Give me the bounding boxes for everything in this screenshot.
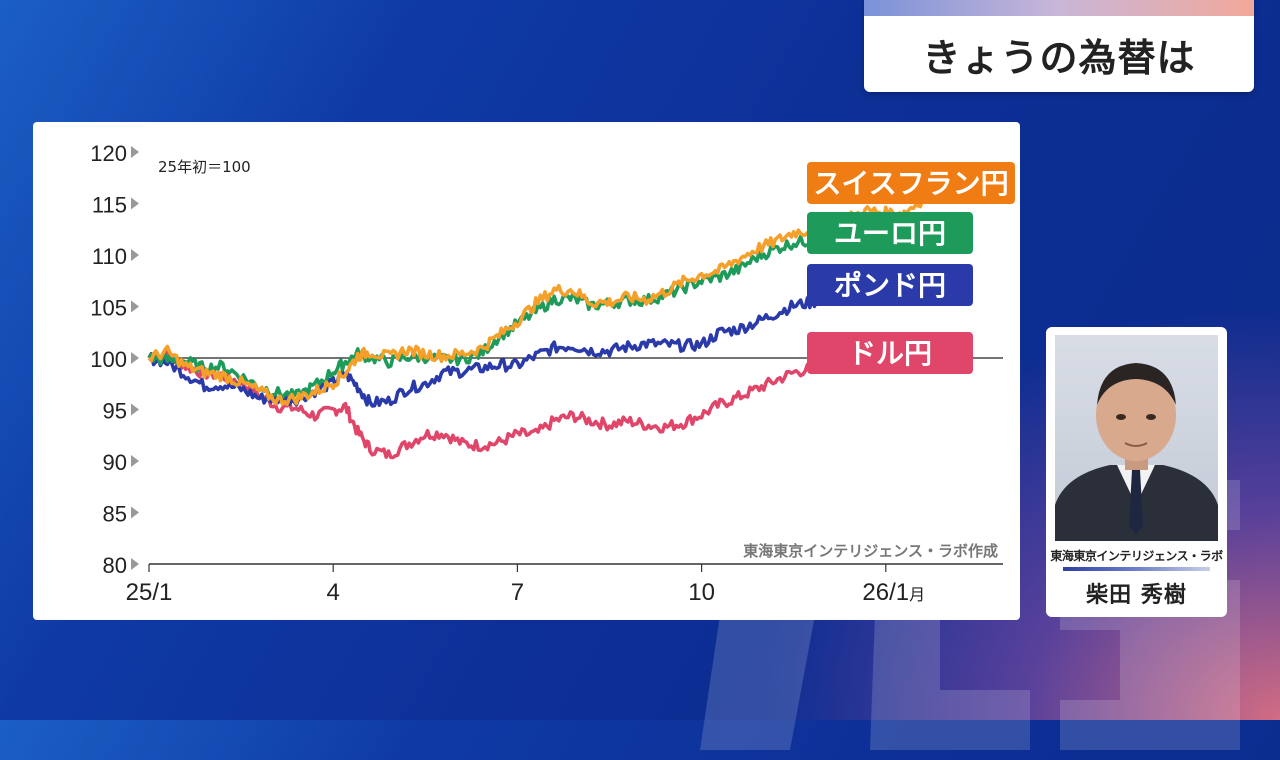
- y-tick-marker-110: [131, 249, 139, 261]
- y-tick-label-115: 115: [92, 193, 127, 218]
- title-accent-bar: [864, 0, 1254, 16]
- x-tick-label-4: 26/1月: [862, 579, 925, 606]
- person-silhouette-icon: [1055, 363, 1218, 541]
- y-tick-marker-80: [131, 558, 139, 570]
- chart-panel: 120 115 110 105 100 95 90 85 80 25/1 4 7 10 26/1月 25年初…: [33, 122, 1020, 620]
- x-tick-label-1: 4: [327, 579, 340, 606]
- y-tick-marker-120: [131, 146, 139, 158]
- presenter-organization: 東海東京インテリジェンス・ラボ: [1050, 549, 1223, 563]
- y-tick-label-80: 80: [103, 553, 127, 578]
- y-tick-label-100: 100: [90, 347, 127, 372]
- series-label-2: ポンド円: [834, 269, 946, 302]
- series-line-3: [148, 343, 924, 460]
- series-label-box-0: [807, 162, 1015, 204]
- y-tick-marker-100: [131, 352, 139, 364]
- y-tick-label-90: 90: [103, 450, 127, 475]
- x-tick-label-2: 7: [511, 579, 524, 606]
- y-tick-label-95: 95: [103, 399, 127, 424]
- series-label-box-3: [807, 332, 973, 374]
- series-label-1: ユーロ円: [834, 217, 946, 250]
- series-line-2: [147, 268, 925, 408]
- y-tick-marker-115: [131, 197, 139, 210]
- presenter-photo: [1055, 335, 1218, 541]
- y-tick-label-105: 105: [90, 296, 127, 321]
- y-tick-marker-95: [131, 403, 139, 416]
- presenter-card: 東海東京インテリジェンス・ラボ 柴田 秀樹: [1046, 327, 1227, 617]
- series-label-box-1: [807, 212, 973, 254]
- y-tick-marker-90: [131, 455, 139, 467]
- series-label-box-2: [807, 264, 973, 306]
- series-line-0: [147, 198, 925, 406]
- presenter-divider: [1063, 567, 1210, 571]
- page-title: きょうの為替は: [922, 35, 1196, 80]
- x-tick-label-3: 10: [688, 579, 715, 606]
- x-tick-label-0: 25/1: [126, 579, 173, 606]
- presenter-name: 柴田 秀樹: [1086, 583, 1187, 608]
- y-tick-marker-105: [131, 300, 139, 313]
- y-tick-label-85: 85: [103, 502, 127, 527]
- chart-source: 東海東京インテリジェンス・ラボ作成: [743, 542, 998, 560]
- series-label-3: ドル円: [848, 337, 932, 370]
- chart-note: 25年初＝100: [158, 158, 251, 176]
- y-tick-marker-85: [131, 506, 139, 519]
- y-tick-label-110: 110: [92, 244, 127, 269]
- y-tick-label-120: 120: [90, 141, 127, 166]
- title-box: きょうの為替は: [864, 0, 1254, 92]
- series-label-0: スイスフラン円: [813, 167, 1008, 200]
